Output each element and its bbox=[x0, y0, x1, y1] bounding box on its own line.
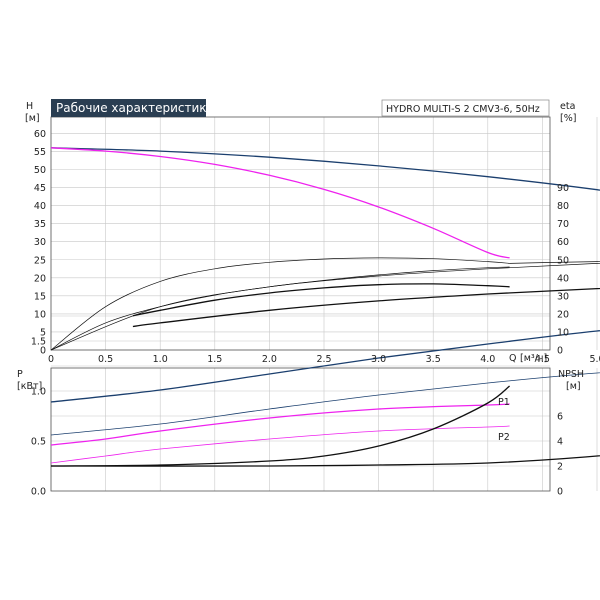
y-axis-label-head: H bbox=[26, 101, 33, 112]
series-line-top-6 bbox=[50, 266, 510, 351]
series-line-bottom-1 bbox=[50, 372, 600, 436]
y-tick-label-head: 20 bbox=[34, 273, 46, 284]
series-line-top-4 bbox=[132, 283, 510, 317]
x-tick-label: 1.0 bbox=[153, 354, 168, 365]
y-tick-label-power: 0.0 bbox=[31, 487, 46, 498]
x-axis-unit-q: [м³/ч] bbox=[520, 353, 547, 364]
y-tick-label-head: 0 bbox=[40, 346, 46, 357]
y-tick-label-power: 1.5 bbox=[31, 337, 46, 348]
series-line-bottom-0 bbox=[50, 330, 600, 403]
y2-axis-label-eta: eta bbox=[560, 101, 575, 112]
x-tick-label: 0 bbox=[48, 354, 54, 365]
x-tick-label: 3.0 bbox=[371, 354, 386, 365]
y-tick-label-head: 40 bbox=[34, 201, 46, 212]
y2-tick-label-eta: 90 bbox=[557, 183, 569, 194]
x-tick-label: 4.5 bbox=[535, 354, 550, 365]
x-tick-label: 2.5 bbox=[316, 354, 331, 365]
y2-tick-label-eta: 40 bbox=[557, 273, 569, 284]
pump-label-box bbox=[381, 99, 550, 117]
series-label-p2: P2 bbox=[498, 432, 510, 443]
series-line-top-2 bbox=[50, 257, 510, 351]
y2-tick-label-eta: 70 bbox=[557, 219, 569, 230]
y2-tick-label-npsh: 0 bbox=[557, 487, 563, 498]
y2-axis-unit-eta: [%] bbox=[560, 113, 576, 124]
y-tick-label-head: 15 bbox=[34, 291, 46, 302]
top-plot-frame bbox=[50, 116, 551, 351]
y-tick-label-head: 55 bbox=[34, 147, 46, 158]
y-tick-label-head: 30 bbox=[34, 237, 46, 248]
series-line-bottom-5 bbox=[50, 455, 600, 467]
y-tick-label-head: 25 bbox=[34, 255, 46, 266]
y2-axis-label-npsh: NPSH bbox=[558, 369, 584, 380]
y2-tick-label-eta: 50 bbox=[557, 255, 569, 266]
x-tick-label: 0.5 bbox=[98, 354, 113, 365]
series-line-top-0 bbox=[50, 147, 600, 191]
y2-tick-label-eta: 0 bbox=[557, 346, 563, 357]
x-tick-label: 4.0 bbox=[480, 354, 495, 365]
y-axis-unit-power: [кВт] bbox=[17, 381, 42, 392]
y-tick-label-head: 60 bbox=[34, 129, 46, 140]
x-tick-label: 2.0 bbox=[262, 354, 277, 365]
y2-tick-label-eta: 30 bbox=[557, 291, 569, 302]
top-plot-ticks: 00.51.01.52.02.53.03.54.04.55.05.56.06.5… bbox=[34, 129, 600, 365]
series-label-p1: P1 bbox=[498, 397, 510, 408]
y2-tick-label-eta: 20 bbox=[557, 309, 569, 320]
y2-tick-label-eta: 10 bbox=[557, 327, 569, 338]
x-tick-label: 3.5 bbox=[426, 354, 441, 365]
chart-title: Рабочие характеристики bbox=[56, 101, 214, 115]
y2-tick-label-npsh: 4 bbox=[557, 437, 563, 448]
y-tick-label-head: 10 bbox=[34, 309, 46, 320]
bottom-plot-frame bbox=[50, 367, 551, 492]
chart-title-box bbox=[51, 99, 206, 117]
series-line-top-5 bbox=[132, 287, 600, 328]
y2-tick-label-eta: 80 bbox=[557, 201, 569, 212]
y-axis-unit-head: [м] bbox=[25, 113, 40, 124]
top-plot-series bbox=[50, 147, 600, 351]
series-line-top-1 bbox=[50, 147, 510, 259]
y-tick-label-power: 1.0 bbox=[31, 387, 46, 398]
y2-tick-label-npsh: 6 bbox=[557, 412, 563, 423]
y2-tick-label-npsh: 2 bbox=[557, 462, 563, 473]
pump-label: HYDRO MULTI-S 2 CMV3-6, 50Hz bbox=[386, 104, 540, 115]
bottom-plot-series bbox=[50, 330, 600, 467]
x-axis-label-q: Q bbox=[509, 353, 516, 364]
y-tick-label-power: 0.5 bbox=[31, 437, 46, 448]
y-tick-label-head: 50 bbox=[34, 165, 46, 176]
series-line-bottom-3 bbox=[50, 425, 510, 464]
y-tick-label-head: 35 bbox=[34, 219, 46, 230]
x-tick-label: 1.5 bbox=[207, 354, 222, 365]
y-tick-label-head: 45 bbox=[34, 183, 46, 194]
x-tick-label: 5.0 bbox=[589, 354, 600, 365]
y-axis-label-power: P bbox=[17, 369, 23, 380]
y-tick-label-head: 5 bbox=[40, 327, 46, 338]
series-line-bottom-4 bbox=[50, 385, 511, 467]
y2-tick-label-eta: 60 bbox=[557, 237, 569, 248]
y2-axis-unit-npsh: [м] bbox=[566, 381, 581, 392]
series-line-top-7 bbox=[509, 261, 600, 264]
